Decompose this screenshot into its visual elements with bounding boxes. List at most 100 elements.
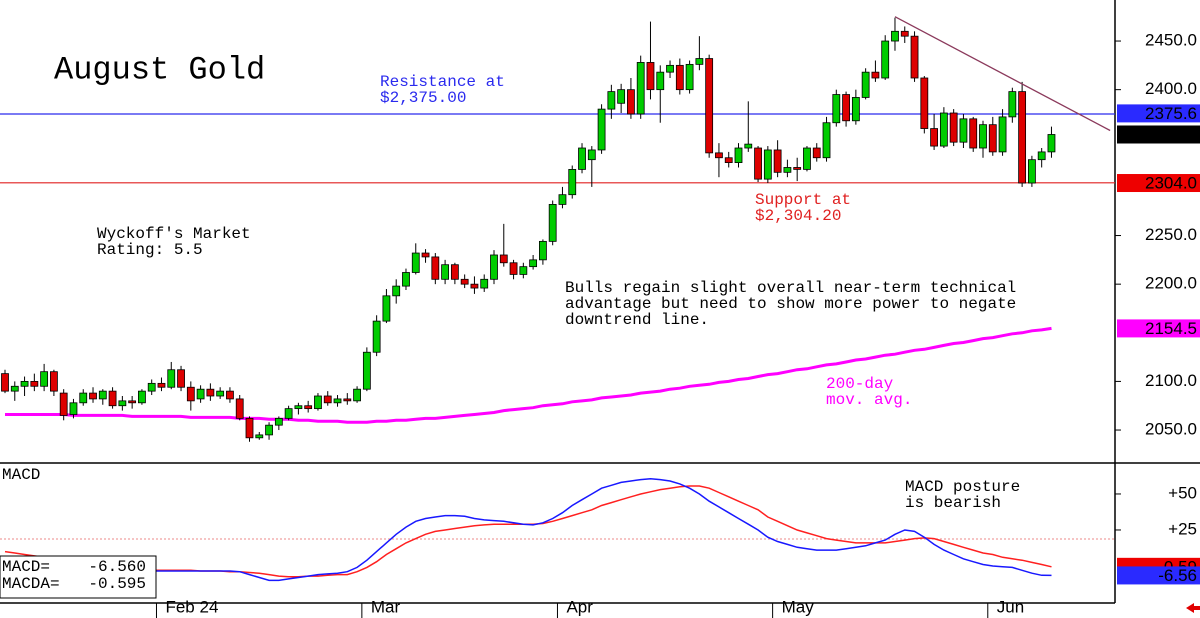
candle-body [861, 71, 870, 98]
annotation: $2,304.20 [755, 207, 841, 225]
candle-body [1037, 151, 1046, 161]
candle-body [607, 91, 616, 110]
candle-body [969, 118, 978, 149]
candle-body [1008, 91, 1017, 118]
y-tick-label: 2450.0 [1145, 31, 1197, 50]
candle-body [69, 402, 78, 415]
annotation: MACD posture [905, 478, 1020, 496]
candle-body [724, 157, 733, 163]
candle-body [177, 369, 185, 388]
candle-body [490, 254, 498, 280]
candle-body [666, 64, 674, 73]
candle-body [1, 373, 9, 392]
candle-body [871, 71, 880, 79]
candle-body [930, 128, 938, 147]
candle-body [323, 395, 332, 404]
candle-body [147, 382, 156, 392]
value-marker [1117, 566, 1200, 585]
y-tick-label: 2050.0 [1145, 420, 1197, 439]
candle-body [646, 62, 655, 91]
candle-body [754, 147, 762, 180]
y-tick-label: 2200.0 [1145, 274, 1197, 293]
candle-body [157, 382, 166, 388]
candle-body [333, 398, 342, 404]
candle-body [421, 252, 430, 258]
candle-body [1018, 91, 1027, 184]
value-marker [1117, 125, 1200, 144]
panel-title: MACD [2, 466, 40, 484]
annotation: $2,375.00 [380, 89, 466, 107]
candle-body [783, 167, 792, 173]
candle-body [529, 259, 538, 268]
x-tick-label: Feb 24 [165, 597, 218, 616]
candle-body [578, 147, 586, 170]
candle-body [402, 272, 410, 287]
x-tick-label: Mar [371, 597, 401, 616]
candle-body [627, 89, 635, 115]
candle-body [392, 285, 401, 297]
readout-box [0, 555, 157, 599]
candle-body [685, 63, 694, 91]
candle-body [265, 424, 273, 436]
candle-body [695, 58, 704, 65]
trend-line [894, 16, 1111, 132]
candle-body [949, 112, 958, 143]
candle-body [294, 405, 303, 410]
candle-body [812, 147, 821, 159]
candle-body [304, 405, 313, 410]
value-marker-label: -6.56 [1158, 566, 1197, 585]
scroll-arrow[interactable] [1186, 603, 1200, 613]
candle-body [40, 371, 49, 387]
candle-body [362, 351, 371, 390]
candle-body [744, 143, 753, 149]
candle-body [509, 262, 518, 275]
y-tick-label: 2100.0 [1145, 371, 1197, 390]
annotation: Bulls regain slight overall near-term te… [565, 279, 1016, 297]
candle-body [353, 388, 361, 402]
y-tick-label: +50 [1168, 483, 1197, 502]
candle-body [939, 112, 948, 147]
candle-body [79, 392, 88, 404]
candle-body [98, 390, 107, 400]
candle-body [910, 35, 919, 79]
candle-body [460, 278, 469, 285]
candle-body [470, 283, 479, 289]
candle-body [998, 116, 1007, 153]
readout-label: MACDA= [2, 575, 60, 593]
annotation: mov. avg. [826, 391, 912, 409]
x-tick-label: Jun [997, 597, 1024, 616]
candle-body [1028, 159, 1036, 184]
candle-body [196, 388, 205, 400]
candle-body [900, 30, 909, 37]
value-marker-label: 2353.9 [1145, 125, 1197, 144]
candle-body [705, 58, 714, 154]
candle-body [979, 124, 987, 149]
y-tick-label: 2250.0 [1145, 225, 1197, 244]
annotation: Rating: 5.5 [97, 241, 203, 259]
candle-body [675, 64, 684, 91]
candle-body [20, 381, 29, 387]
y-tick-label: +25 [1168, 519, 1197, 538]
candle-body [382, 295, 391, 322]
annotation: downtrend line. [565, 311, 709, 329]
candle-body [988, 124, 997, 153]
candle-body [558, 194, 567, 205]
candle-body [372, 320, 381, 353]
annotation: is bearish [905, 494, 1001, 512]
candle-body [891, 30, 899, 42]
candle-body [235, 398, 244, 419]
readout-value: -6.560 [88, 558, 146, 576]
chart-title: August Gold [54, 51, 265, 88]
value-marker-label: 2375.6 [1145, 104, 1197, 123]
candle-body [617, 89, 626, 104]
candle-body [822, 122, 831, 159]
candle-body [568, 169, 577, 196]
moving-average [5, 326, 1052, 424]
y-tick-label: 2400.0 [1145, 79, 1197, 98]
candle-body [50, 371, 58, 392]
candle-body [763, 149, 772, 180]
candle-body [656, 71, 665, 91]
macd-line [5, 478, 1052, 582]
